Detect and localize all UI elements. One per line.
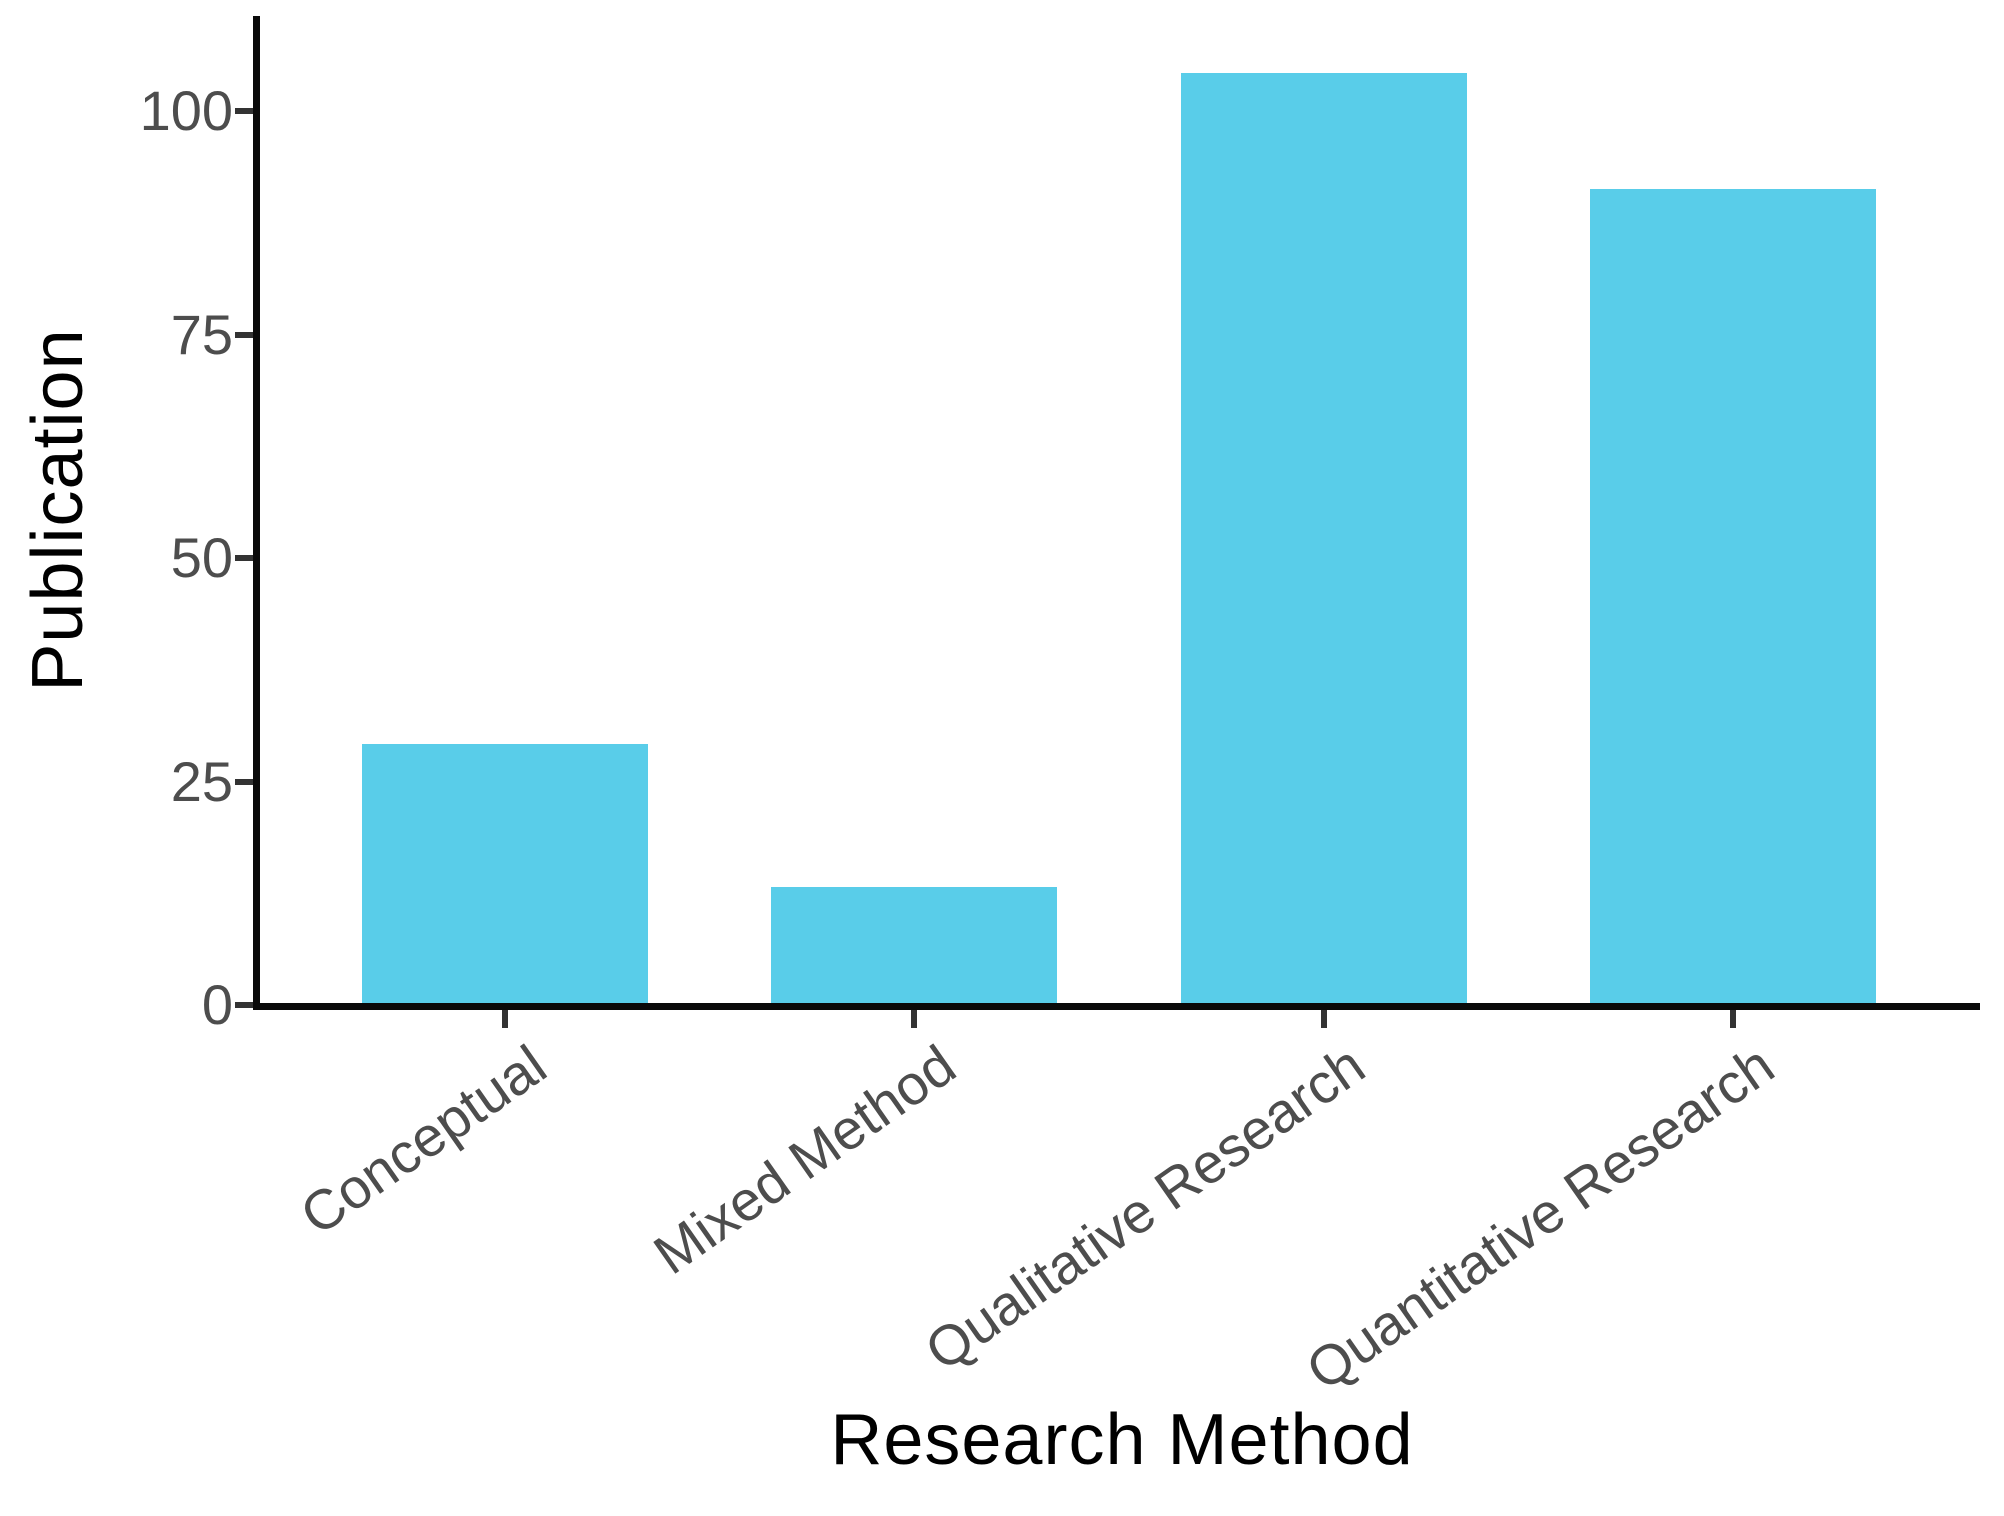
y-tick-0 xyxy=(235,1002,253,1008)
x-tick-label-conceptual: Conceptual xyxy=(288,1032,557,1247)
bar-mixed-method xyxy=(771,886,1058,1003)
x-axis-title: Research Method xyxy=(830,1400,1414,1480)
x-tick-label-quantitative-research: Quantitative Research xyxy=(1294,1032,1785,1403)
y-tick-75 xyxy=(235,331,253,338)
bar-quantitative-research xyxy=(1589,189,1876,1003)
y-tick-100 xyxy=(235,108,253,114)
y-tick-label-50: 50 xyxy=(170,526,233,589)
y-tick-label-0: 0 xyxy=(201,973,233,1036)
y-tick-label-100: 100 xyxy=(139,79,233,142)
y-axis-title: Publication xyxy=(18,328,98,692)
y-tick-label-25: 25 xyxy=(170,749,233,813)
y-axis-line xyxy=(253,16,260,1010)
x-tick-quantitative-research xyxy=(1729,1010,1736,1028)
x-tick-qualitative-research xyxy=(1320,1010,1327,1028)
x-axis-line xyxy=(253,1003,1980,1010)
y-tick-25 xyxy=(235,778,253,785)
x-tick-mixed-method xyxy=(911,1010,918,1028)
x-tick-conceptual xyxy=(502,1010,508,1028)
y-tick-50 xyxy=(235,555,253,561)
x-tick-label-qualitative-research: Qualitative Research xyxy=(913,1032,1376,1383)
x-tick-label-mixed-method: Mixed Method xyxy=(641,1032,967,1287)
bar-conceptual xyxy=(362,743,648,1003)
y-tick-label-75: 75 xyxy=(170,302,233,366)
bar-qualitative-research xyxy=(1180,73,1467,1003)
